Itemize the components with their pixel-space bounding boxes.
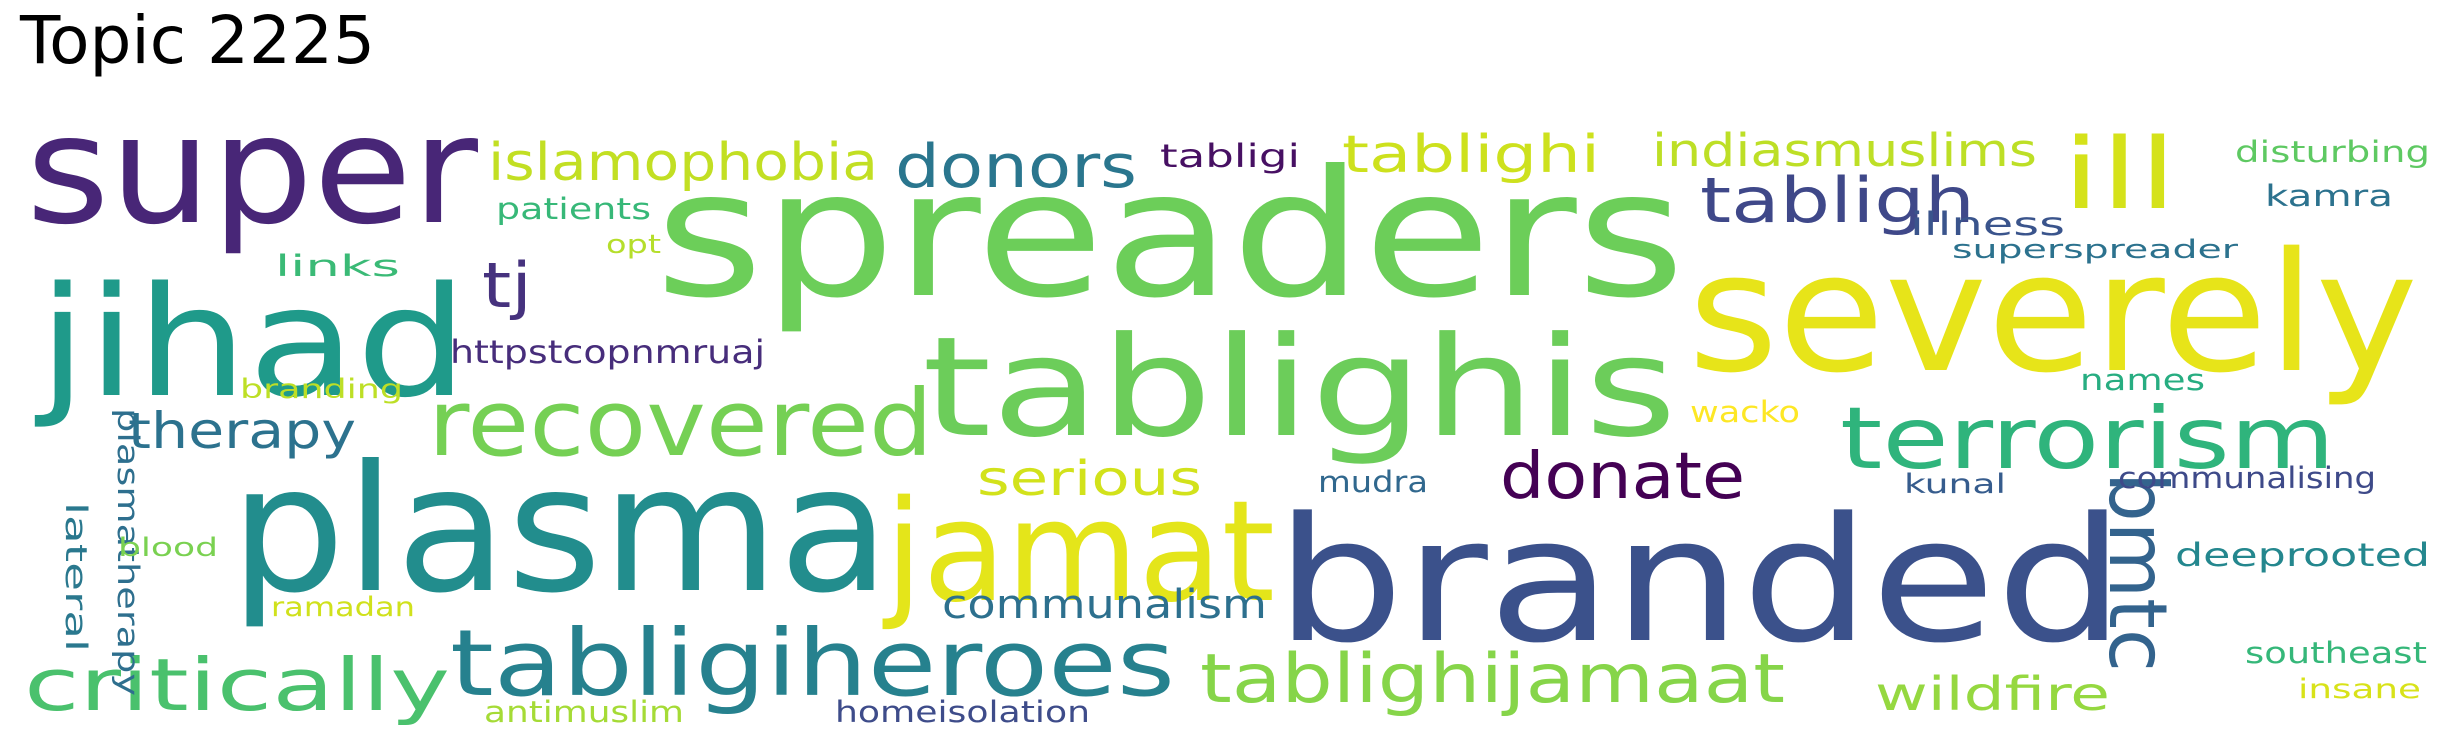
word-tablighi: tablighi <box>1342 125 1600 185</box>
word-opt: opt <box>606 230 661 260</box>
word-kamra: kamra <box>2265 179 2393 213</box>
word-links: links <box>275 249 400 283</box>
word-indiasmuslims: indiasmuslims <box>1652 124 2037 177</box>
word-islamophobia: islamophobia <box>488 133 878 193</box>
word-lateral: lateral <box>59 502 93 652</box>
word-wildfire: wildfire <box>1875 667 2110 721</box>
word-insane: insane <box>2298 674 2421 705</box>
page-title: Topic 2225 <box>20 2 375 79</box>
word-jamat: jamat <box>882 471 1275 634</box>
word-serious: serious <box>977 451 1202 507</box>
word-blood: blood <box>118 533 218 563</box>
word-bmtc: bmtc <box>2091 472 2184 672</box>
word-tabligh: tabligh <box>1700 164 1975 237</box>
word-communalising: communalising <box>2118 461 2376 495</box>
word-antimuslim: antimuslim <box>484 695 684 729</box>
word-critically: critically <box>24 643 450 727</box>
word-donate: donate <box>1500 440 1745 514</box>
word-jihad: jihad <box>35 254 468 431</box>
word-super: super <box>26 84 478 258</box>
word-severely: severely <box>1688 217 2418 409</box>
word-names: names <box>2080 363 2205 397</box>
word-ramadan: ramadan <box>271 592 415 623</box>
word-tablighijamaat: tablighijamaat <box>1200 640 1785 719</box>
word-tablighis: tablighis <box>922 307 1677 468</box>
word-branding: branding <box>240 374 403 405</box>
word-recovered: recovered <box>428 370 933 477</box>
word-branded: branded <box>1275 480 2125 681</box>
word-illness: illness <box>1910 205 2065 243</box>
word-spreaders: spreaders <box>655 134 1685 337</box>
word-communalism: communalism <box>942 582 1267 628</box>
word-plasmatherapy: plasmatherapy <box>111 408 145 696</box>
word-superspreader: superspreader <box>1952 235 2238 265</box>
word-therapy: therapy <box>128 402 356 460</box>
word-mudra: mudra <box>1318 465 1428 499</box>
word-patients: patients <box>496 192 651 226</box>
word-kunal: kunal <box>1904 469 2006 500</box>
word-donors: donors <box>895 132 1137 202</box>
word-deeprooted: deeprooted <box>2175 536 2430 574</box>
word-ill: ill <box>2062 118 2177 232</box>
word-tabligi: tabligi <box>1160 137 1300 175</box>
word-tj: tj <box>482 249 532 322</box>
word-wacko: wacko <box>1690 395 1800 429</box>
word-homeisolation: homeisolation <box>835 695 1090 729</box>
word-tabligiheroes: tabligiheroes <box>450 610 1175 717</box>
word-southeast: southeast <box>2245 636 2427 670</box>
word-plasma: plasma <box>230 429 890 632</box>
word-disturbing: disturbing <box>2235 135 2430 169</box>
word-terrorism: terrorism <box>1840 389 2335 489</box>
word-httpstcopnmruaj: httpstcopnmruaj <box>450 333 765 371</box>
